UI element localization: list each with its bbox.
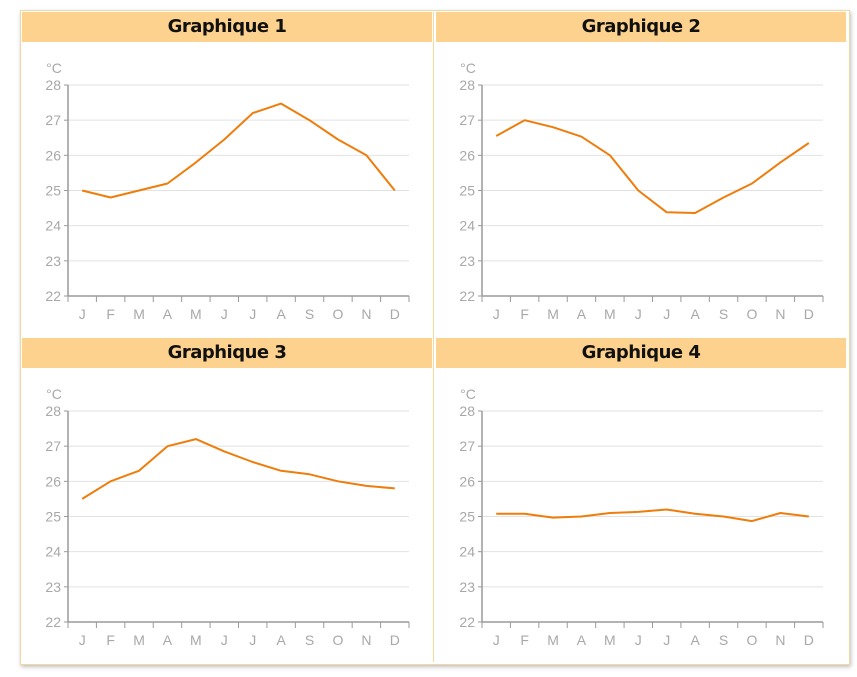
chart-title: Graphique 2 [436, 12, 846, 42]
x-tick-label: J [493, 632, 500, 648]
x-tick-label: N [775, 632, 785, 648]
x-tick-label: O [747, 632, 758, 648]
x-tick-label: J [493, 306, 500, 322]
x-tick-label: N [775, 306, 785, 322]
chart-svg: °C 22 23 24 25 26 27 28 J F M A M J J A S O N D [45, 386, 410, 648]
x-tick-label: J [249, 632, 256, 648]
chart-panel-2: Graphique 2 °C 22 23 24 25 26 27 28 J F M A M J J A S O N D [436, 12, 846, 336]
panel-divider [433, 12, 434, 662]
y-tick-label: 24 [459, 218, 475, 234]
x-tick-label: O [333, 632, 344, 648]
x-tick-label: A [163, 632, 173, 648]
chart-svg: °C 22 23 24 25 26 27 28 J F M A M J J A S O N D [45, 60, 410, 322]
y-tick-label: 25 [459, 183, 475, 199]
y-tick-label: 24 [45, 544, 61, 560]
y-tick-label: 22 [45, 288, 61, 304]
x-tick-label: M [190, 306, 202, 322]
x-tick-label: J [249, 306, 256, 322]
x-tick-label: M [604, 632, 616, 648]
y-tick-label: 23 [459, 253, 475, 269]
x-tick-label: A [690, 632, 700, 648]
x-tick-label: D [804, 306, 814, 322]
x-tick-label: M [547, 306, 559, 322]
y-tick-label: 26 [459, 147, 475, 163]
y-axis-unit: °C [460, 60, 476, 76]
x-tick-label: J [635, 306, 642, 322]
x-tick-label: S [305, 632, 314, 648]
x-tick-label: D [390, 306, 400, 322]
temperature-line [495, 119, 810, 214]
x-tick-label: F [520, 632, 529, 648]
x-tick-label: F [520, 306, 529, 322]
x-tick-label: J [221, 632, 228, 648]
y-tick-label: 27 [459, 438, 475, 454]
x-tick-label: O [333, 306, 344, 322]
x-tick-label: M [190, 632, 202, 648]
x-tick-label: M [133, 632, 145, 648]
y-tick-label: 26 [459, 473, 475, 489]
x-tick-label: F [106, 306, 115, 322]
x-tick-label: J [79, 632, 86, 648]
y-tick-label: 27 [45, 112, 61, 128]
x-tick-label: J [663, 306, 670, 322]
chart-svg: °C 22 23 24 25 26 27 28 J F M A M J J A S O N D [459, 60, 824, 322]
chart-panel-3: Graphique 3 °C 22 23 24 25 26 27 28 J F M A M J J A S O N D [22, 338, 432, 662]
x-tick-label: A [276, 306, 286, 322]
x-tick-label: J [79, 306, 86, 322]
y-tick-label: 22 [459, 288, 475, 304]
chart-panel-4: Graphique 4 °C 22 23 24 25 26 27 28 J F M A M J J A S O N D [436, 338, 846, 662]
x-tick-label: D [390, 632, 400, 648]
chart-title: Graphique 4 [436, 338, 846, 368]
y-tick-label: 26 [45, 473, 61, 489]
y-tick-label: 23 [459, 579, 475, 595]
x-tick-label: M [604, 306, 616, 322]
y-tick-label: 24 [45, 218, 61, 234]
chart-panel-1: Graphique 1 °C 22 23 24 25 26 27 28 J F M A M J J A S O N D [22, 12, 432, 336]
y-tick-label: 24 [459, 544, 475, 560]
x-tick-label: M [547, 632, 559, 648]
chart-title: Graphique 1 [22, 12, 432, 42]
chart-svg: °C 22 23 24 25 26 27 28 J F M A M J J A S O N D [459, 386, 824, 648]
x-tick-label: A [577, 306, 587, 322]
temperature-line [496, 508, 809, 523]
x-tick-label: A [163, 306, 173, 322]
x-tick-label: F [106, 632, 115, 648]
chart-title: Graphique 3 [22, 338, 432, 368]
y-tick-label: 22 [45, 614, 61, 630]
y-tick-label: 23 [45, 579, 61, 595]
x-tick-label: A [577, 632, 587, 648]
y-tick-label: 27 [45, 438, 61, 454]
y-tick-label: 27 [459, 112, 475, 128]
y-tick-label: 26 [45, 147, 61, 163]
x-tick-label: S [305, 306, 314, 322]
y-axis-unit: °C [46, 60, 62, 76]
x-tick-label: A [690, 306, 700, 322]
y-tick-label: 28 [45, 403, 61, 419]
x-tick-label: N [361, 632, 371, 648]
y-tick-label: 25 [45, 183, 61, 199]
x-tick-label: S [719, 632, 728, 648]
y-tick-label: 23 [45, 253, 61, 269]
y-axis-unit: °C [460, 386, 476, 402]
x-tick-label: N [361, 306, 371, 322]
temperature-line [81, 102, 396, 199]
y-tick-label: 25 [459, 509, 475, 525]
x-tick-label: A [276, 632, 286, 648]
x-tick-label: J [663, 632, 670, 648]
y-tick-label: 28 [459, 403, 475, 419]
y-tick-label: 25 [45, 509, 61, 525]
y-tick-label: 28 [459, 77, 475, 93]
y-tick-label: 22 [459, 614, 475, 630]
temperature-line [81, 438, 395, 500]
y-axis-unit: °C [46, 386, 62, 402]
x-tick-label: M [133, 306, 145, 322]
x-tick-label: O [747, 306, 758, 322]
x-tick-label: J [221, 306, 228, 322]
x-tick-label: D [804, 632, 814, 648]
x-tick-label: J [635, 632, 642, 648]
x-tick-label: S [719, 306, 728, 322]
y-tick-label: 28 [45, 77, 61, 93]
